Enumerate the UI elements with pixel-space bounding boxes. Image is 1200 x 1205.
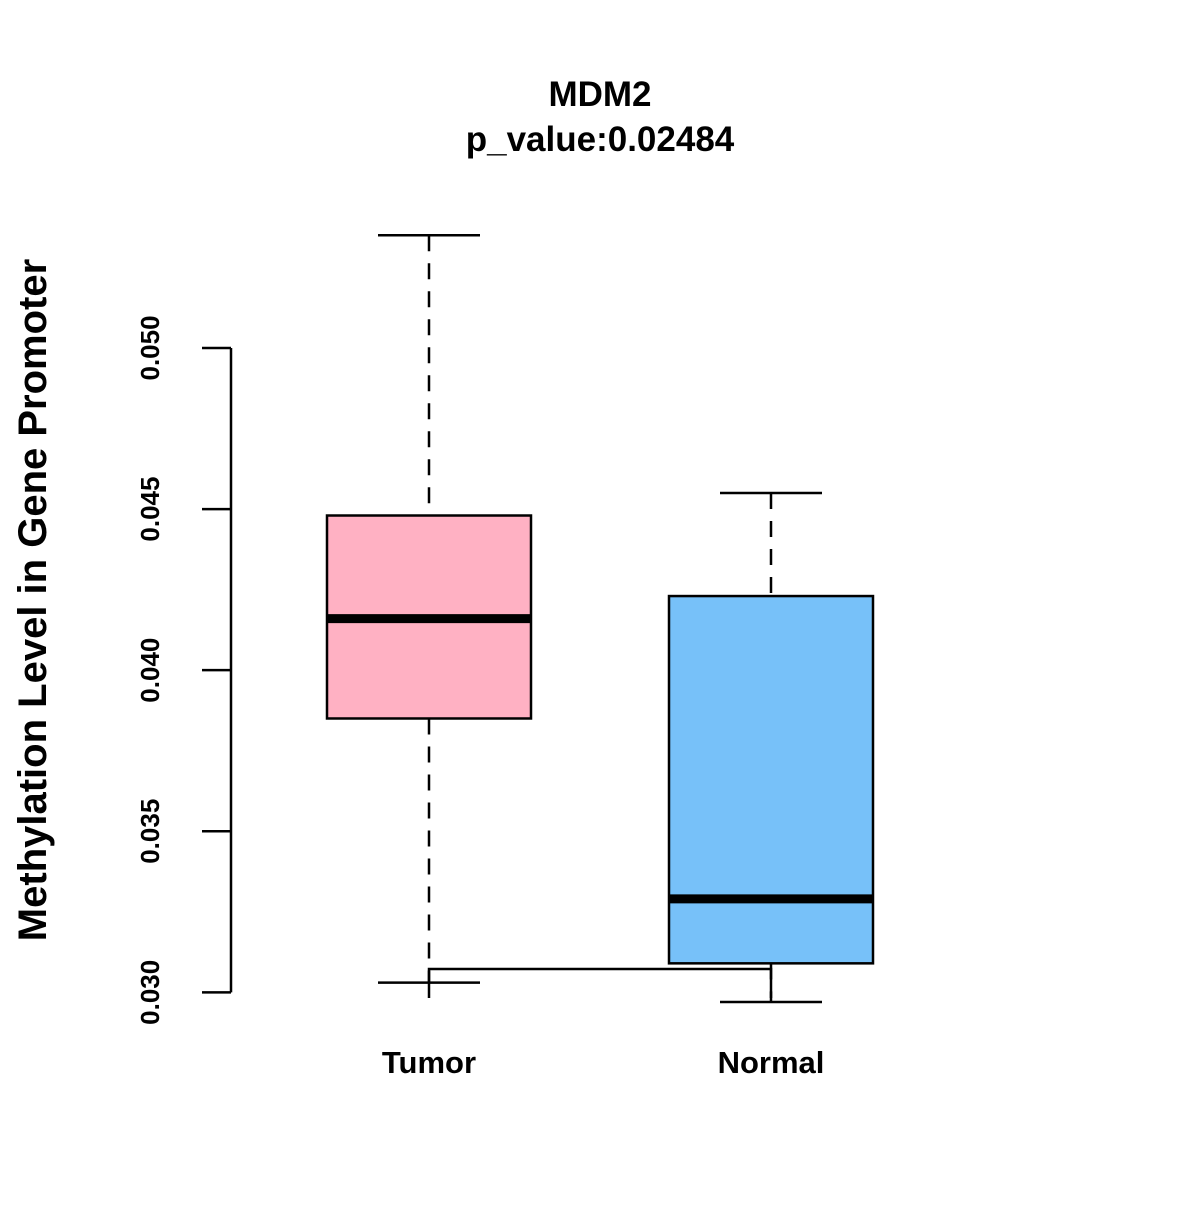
x-category-label: Normal [718,1045,825,1080]
y-tick-label: 0.030 [135,960,165,1025]
boxes-group [325,233,875,1004]
bracket-line [427,967,773,998]
y-axis-label: Methylation Level in Gene Promoter [11,259,55,941]
x-axis-labels: Tumor Normal [382,1045,824,1080]
y-tick-label: 0.050 [135,315,165,380]
chart-title: MDM2 [548,75,651,114]
box-rect [667,594,875,965]
box-normal [667,491,875,1004]
chart-subtitle: p_value:0.02484 [466,120,735,159]
y-tick-label: 0.040 [135,638,165,703]
x-category-label: Tumor [382,1045,476,1080]
comparison-bracket [427,967,773,998]
box-tumor [325,233,533,984]
y-axis: 0.030 0.035 0.040 0.045 0.050 [135,315,233,1025]
y-tick-label: 0.035 [135,799,165,864]
y-tick-label: 0.045 [135,477,165,542]
